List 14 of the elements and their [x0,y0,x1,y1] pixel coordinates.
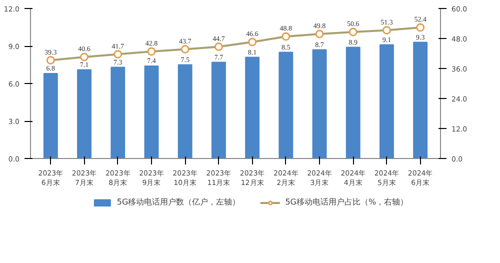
bar [77,69,92,158]
bar [278,52,294,158]
bar [413,42,428,158]
bar [110,66,126,158]
legend-label: 5G移动电话用户数（亿户，左轴） [116,196,240,208]
bar [312,49,327,158]
bar [43,73,58,158]
bar [346,46,360,158]
bar [211,62,226,158]
bar [178,64,192,158]
bar [380,44,394,158]
bar [245,56,260,158]
bar [144,66,159,158]
legend-label: 5G移动电话用户占比（%，右轴） [285,196,408,208]
